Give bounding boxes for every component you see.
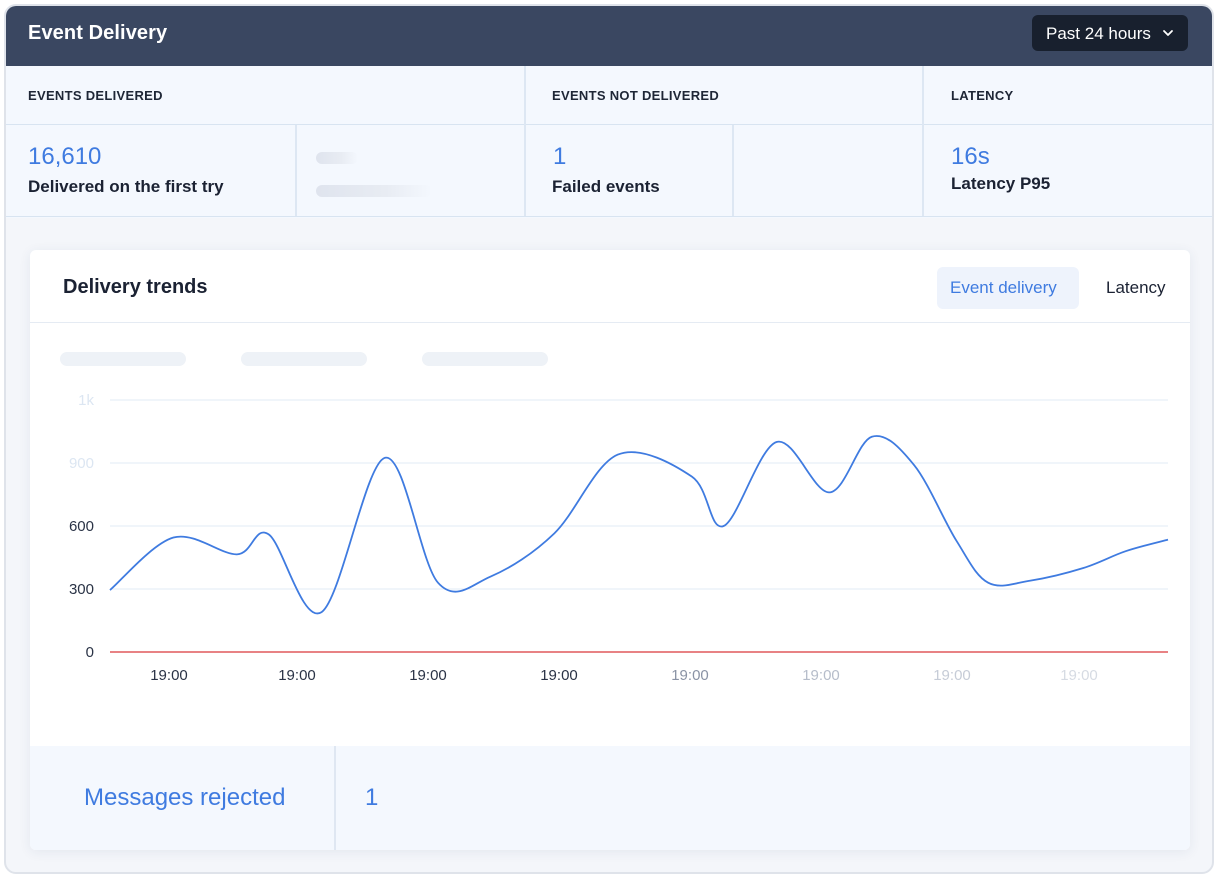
x-tick-label: 19:00	[933, 667, 971, 684]
x-tick-label: 19:00	[802, 667, 840, 684]
delivery-trends-chart: 0 300 600 900 1k 19:00 19:00 19:00 19:00 19:00 19:…	[69, 392, 1169, 684]
cell-divider	[295, 125, 297, 216]
y-tick-label: 0	[86, 644, 94, 661]
legend-placeholder	[422, 352, 548, 366]
tab-event-delivery[interactable]: Event delivery	[937, 267, 1079, 309]
cell-divider	[732, 125, 734, 216]
events-not-delivered-label: EVENTS NOT DELIVERED	[552, 88, 720, 103]
delivery-trends-card: Delivery trends Event delivery Latency 0…	[30, 250, 1190, 850]
legend-placeholder	[60, 352, 186, 366]
page-title: Event Delivery	[28, 22, 168, 44]
legend-placeholder	[241, 352, 367, 366]
summary-divider	[6, 124, 1212, 125]
summary-metrics: EVENTS DELIVERED EVENTS NOT DELIVERED LA…	[6, 66, 1212, 218]
latency-caption: Latency P95	[951, 174, 1051, 193]
x-tick-label: 19:00	[540, 667, 578, 684]
x-tick-label: 19:00	[278, 667, 316, 684]
time-range-label: Past 24 hours	[1046, 24, 1151, 43]
x-tick-label: 19:00	[409, 667, 447, 684]
y-tick-label: 600	[69, 518, 94, 535]
x-tick-label: 19:00	[150, 667, 188, 684]
events-not-delivered-value: 1	[553, 143, 567, 170]
row-divider	[334, 746, 336, 850]
tab-latency-label: Latency	[1106, 278, 1166, 297]
events-not-delivered-caption: Failed events	[552, 177, 660, 196]
tab-event-delivery-label: Event delivery	[950, 278, 1057, 297]
latency-label: LATENCY	[951, 88, 1014, 103]
loading-placeholder	[316, 185, 432, 197]
events-delivered-label: EVENTS DELIVERED	[28, 88, 163, 103]
chevron-down-icon	[1163, 30, 1173, 36]
delivery-trends-title: Delivery trends	[63, 276, 208, 298]
messages-rejected-row: Messages rejected 1	[30, 746, 1190, 850]
tab-latency[interactable]: Latency	[1094, 267, 1180, 309]
y-tick-label: 900	[69, 455, 94, 472]
card-divider	[30, 322, 1190, 323]
y-tick-label: 1k	[78, 392, 94, 409]
x-tick-label: 19:00	[671, 667, 709, 684]
delivered-events-line	[109, 435, 1169, 615]
summary-bottom-border	[6, 216, 1212, 217]
column-divider	[922, 66, 924, 216]
messages-rejected-label: Messages rejected	[84, 784, 286, 811]
column-divider	[524, 66, 526, 216]
events-delivered-value: 16,610	[28, 143, 102, 170]
header-bar: Event Delivery Past 24 hours	[6, 6, 1212, 66]
y-tick-label: 300	[69, 581, 94, 598]
x-tick-label: 19:00	[1060, 667, 1098, 684]
loading-placeholder	[316, 152, 358, 164]
messages-rejected-value: 1	[365, 784, 379, 811]
latency-value: 16s	[951, 143, 990, 170]
time-range-select[interactable]: Past 24 hours	[1032, 15, 1188, 51]
events-delivered-caption: Delivered on the first try	[28, 177, 224, 196]
event-delivery-panel: Event Delivery Past 24 hours EVENTS DELI…	[4, 4, 1214, 874]
